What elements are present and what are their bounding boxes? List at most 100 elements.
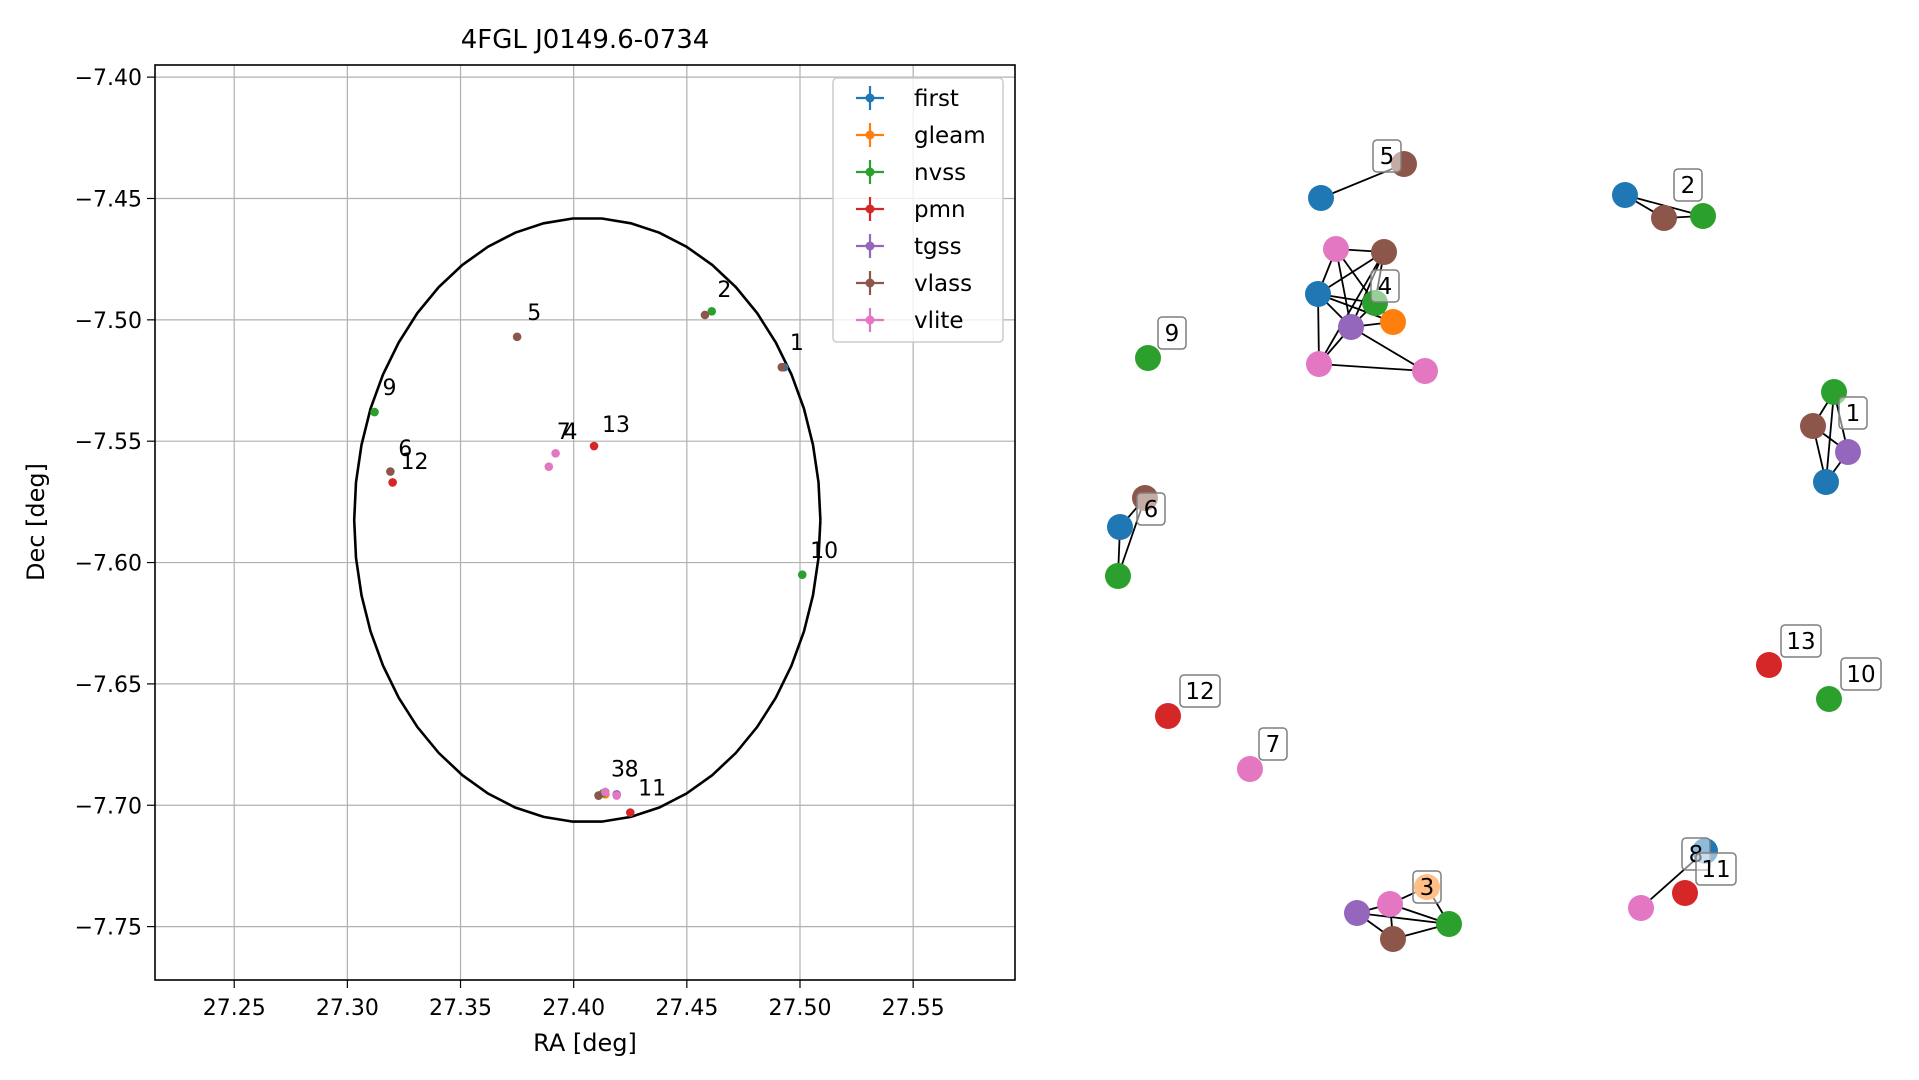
legend-dot-vlass: [865, 278, 875, 288]
point-vlite: [551, 449, 560, 458]
legend-label-vlite: vlite: [914, 308, 964, 334]
y-tick-label: −7.55: [75, 430, 142, 455]
x-tick-label: 27.35: [429, 996, 492, 1021]
cluster-label: 10: [1846, 662, 1875, 688]
network-node-nvss: [1135, 345, 1161, 371]
legend: first gleam nvss pmn tgss vlass vlite: [832, 77, 1004, 343]
network-node-pmn: [1672, 880, 1698, 906]
cluster-label: 11: [1701, 857, 1730, 883]
legend-dot-pmn: [865, 204, 875, 214]
y-tick-label: −7.45: [75, 187, 142, 212]
network-node-first: [1308, 185, 1334, 211]
network-edge: [1356, 912, 1450, 925]
chart-title: 4FGL J0149.6-0734: [461, 25, 710, 55]
point-nvss: [370, 407, 379, 417]
x-tick-label: 27.40: [542, 996, 605, 1021]
source-label: 5: [527, 301, 541, 326]
cluster-label-box: [1780, 624, 1822, 658]
network-node-tgss: [1338, 314, 1364, 340]
cluster-label: 12: [1185, 679, 1214, 705]
network-node-tgss: [1835, 439, 1861, 465]
network-node-vlite: [1323, 236, 1349, 262]
legend-dot-nvss: [865, 167, 875, 177]
legend-dot-tgss: [865, 241, 875, 251]
network-node-nvss: [1690, 203, 1716, 229]
network-node-vlite: [1412, 358, 1438, 384]
cluster-label: 5: [1380, 144, 1395, 170]
y-axis-ticks: −7.40 −7.45 −7.50 −7.55 −7.60 −7.65 −7.70 −7.75: [75, 66, 155, 941]
source-label: 13: [602, 413, 630, 438]
x-tick-label: 27.50: [769, 996, 832, 1021]
source-label: 11: [638, 777, 666, 802]
point-vlass: [594, 791, 603, 800]
network-node-pmn: [1155, 703, 1181, 729]
cluster-label-box: [1179, 674, 1221, 708]
y-axis-label: Dec [deg]: [22, 463, 50, 581]
legend-label-nvss: nvss: [914, 160, 966, 186]
x-tick-label: 27.30: [316, 996, 379, 1021]
network-node-gleam: [1380, 309, 1406, 335]
legend-dot-vlite: [865, 315, 875, 325]
y-tick-label: −7.65: [75, 673, 142, 698]
cluster-label: 3: [1420, 875, 1435, 901]
x-axis-ticks: 27.25 27.30 27.35 27.40 27.45 27.50 27.55: [203, 980, 945, 1021]
cluster-label: 4: [1378, 274, 1393, 300]
network-edge: [1350, 251, 1385, 328]
network-node-first: [1612, 182, 1638, 208]
network-node-vlite: [1306, 351, 1332, 377]
data-points: [370, 307, 807, 817]
legend-label-first: first: [914, 86, 959, 112]
network-node-vlass: [1371, 239, 1397, 265]
cluster-label-box: [1840, 657, 1882, 691]
cluster-label: 1: [1846, 401, 1861, 427]
cluster-label-box: [1838, 396, 1868, 430]
legend-items: first gleam nvss pmn tgss vlass vlite: [856, 86, 986, 334]
plot-frame: [154, 64, 1016, 981]
legend-dot-gleam: [865, 130, 875, 140]
cluster-label-box: [1695, 852, 1737, 886]
source-label: 10: [810, 539, 838, 564]
point-vlite: [544, 462, 554, 471]
y-tick-label: −7.50: [75, 309, 142, 334]
point-vlite: [601, 787, 610, 797]
network-node-vlass: [1380, 926, 1406, 952]
source-label: 9: [382, 376, 396, 401]
x-tick-label: 27.55: [882, 996, 945, 1021]
y-tick-label: −7.75: [75, 916, 142, 941]
network-node-vlite: [1377, 891, 1403, 917]
network-edge: [1350, 326, 1426, 372]
legend-frame: [832, 77, 1004, 343]
network-node-vlass: [1800, 413, 1826, 439]
network-node-nvss: [1816, 686, 1842, 712]
legend-label-pmn: pmn: [914, 197, 966, 223]
network-node-vlite: [1237, 756, 1263, 782]
point-pmn: [388, 478, 397, 487]
cluster-label-box: [1372, 139, 1402, 173]
legend-label-tgss: tgss: [914, 234, 962, 260]
point-vlite: [612, 791, 621, 800]
x-tick-label: 27.25: [203, 996, 266, 1021]
cluster-label: 13: [1786, 629, 1815, 655]
point-vlass: [777, 362, 787, 372]
cluster-label: 6: [1144, 497, 1159, 523]
point-vlass: [700, 310, 710, 320]
cluster-label: 7: [1266, 732, 1281, 758]
network-node-vlass: [1651, 205, 1677, 231]
y-tick-label: −7.60: [75, 552, 142, 577]
cluster-label-box: [1412, 870, 1442, 904]
x-axis-label: RA [deg]: [533, 1029, 637, 1057]
network-edge: [1318, 363, 1426, 372]
network-node-vlite: [1628, 895, 1654, 921]
point-vlass: [386, 467, 395, 476]
network-edge: [1317, 251, 1385, 295]
legend-label-vlass: vlass: [914, 271, 972, 297]
point-nvss: [797, 570, 807, 579]
source-label: 2: [717, 278, 731, 303]
network-edge: [1317, 293, 1394, 323]
source-label: 6: [398, 437, 412, 462]
